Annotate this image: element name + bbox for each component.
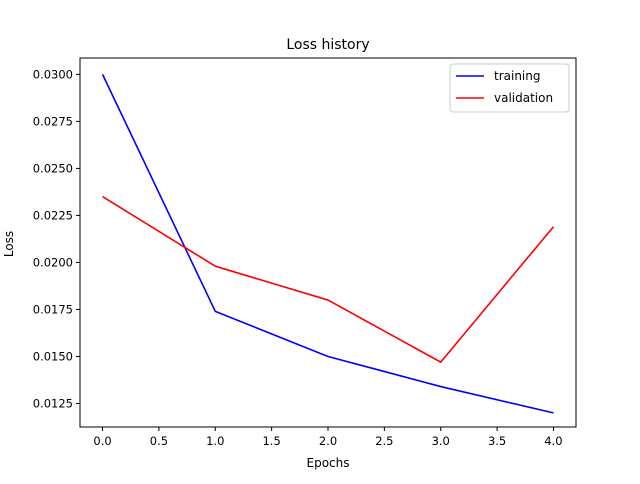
x-tick-label: 2.0 xyxy=(319,434,337,448)
legend-label-training: training xyxy=(494,69,541,83)
x-axis-ticks: 0.0 0.5 1.0 1.5 2.0 2.5 3.0 3.5 4.0 xyxy=(93,427,563,448)
y-tick-label: 0.0300 xyxy=(33,67,73,81)
x-tick-label: 4.0 xyxy=(544,434,562,448)
x-tick-label: 3.5 xyxy=(488,434,506,448)
series-layer xyxy=(101,74,555,414)
x-tick-label: 2.5 xyxy=(375,434,393,448)
y-tick-label: 0.0250 xyxy=(33,161,73,175)
x-tick-label: 0.0 xyxy=(93,434,111,448)
y-tick-label: 0.0125 xyxy=(33,396,73,410)
y-axis-ticks: 0.0125 0.0150 0.0175 0.0200 0.0225 0.0250 0.02… xyxy=(33,67,80,410)
y-axis-label: Loss xyxy=(2,231,16,257)
x-axis-label: Epochs xyxy=(307,456,350,470)
y-tick-label: 0.0225 xyxy=(33,208,73,222)
legend-label-validation: validation xyxy=(494,91,553,105)
y-tick-label: 0.0275 xyxy=(33,114,73,128)
series-line-validation xyxy=(102,195,555,363)
x-tick-label: 1.5 xyxy=(262,434,280,448)
x-tick-label: 3.0 xyxy=(432,434,450,448)
y-tick-label: 0.0150 xyxy=(33,349,73,363)
y-tick-label: 0.0200 xyxy=(33,255,73,269)
legend: training validation xyxy=(449,63,570,113)
y-tick-label: 0.0175 xyxy=(33,302,73,316)
chart-title: Loss history xyxy=(286,37,369,53)
x-tick-label: 1.0 xyxy=(206,434,224,448)
series-line-training xyxy=(101,74,554,414)
x-tick-label: 0.5 xyxy=(150,434,168,448)
